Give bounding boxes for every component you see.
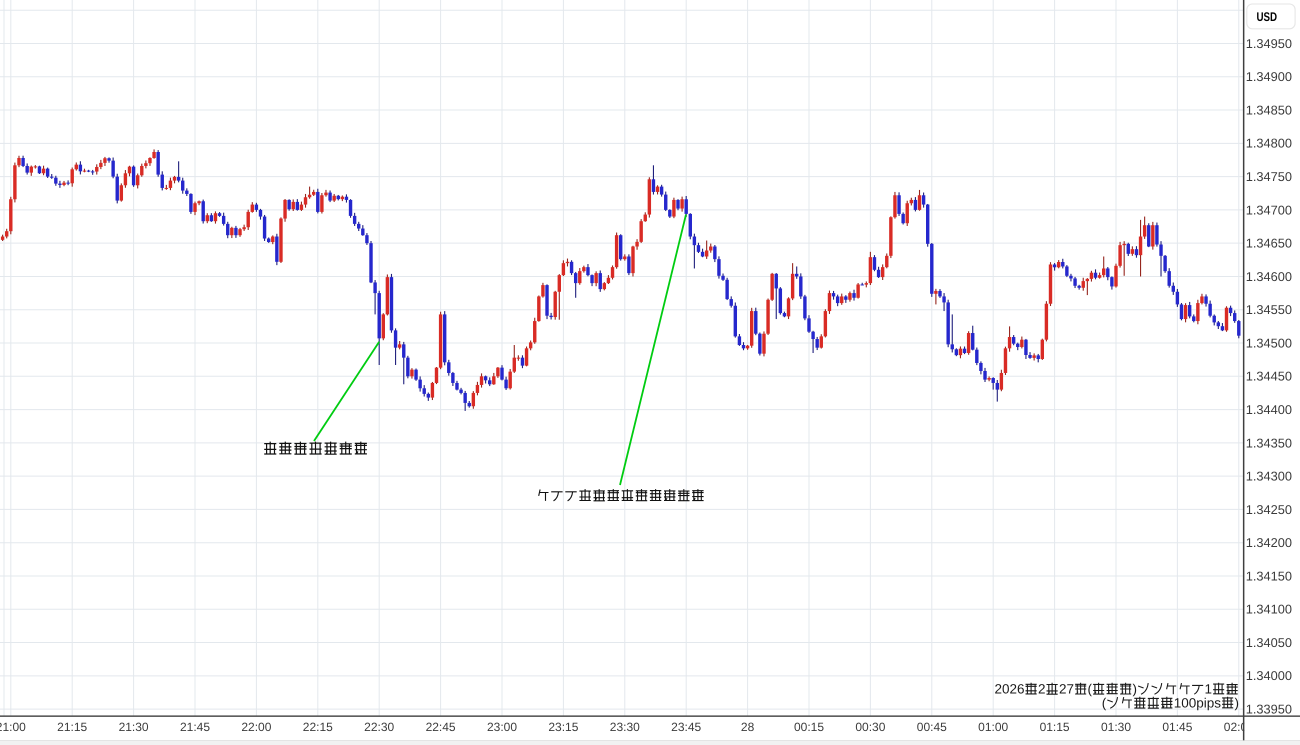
- svg-text:21:45: 21:45: [180, 720, 210, 734]
- svg-text:01:15: 01:15: [1040, 720, 1070, 734]
- svg-text:1.34400: 1.34400: [1246, 402, 1292, 417]
- svg-text:27: 27: [1059, 682, 1074, 697]
- svg-text:1.34250: 1.34250: [1246, 502, 1292, 517]
- svg-text:1.34000: 1.34000: [1246, 668, 1292, 683]
- svg-text:1.34100: 1.34100: [1246, 602, 1292, 617]
- svg-text:1.34600: 1.34600: [1246, 269, 1292, 284]
- svg-text:(: (: [1102, 696, 1107, 711]
- svg-text:1.34500: 1.34500: [1246, 335, 1292, 350]
- svg-text:23:30: 23:30: [610, 720, 640, 734]
- svg-text:00:30: 00:30: [855, 720, 885, 734]
- svg-text:1.34850: 1.34850: [1246, 103, 1292, 118]
- svg-text:23:45: 23:45: [671, 720, 701, 734]
- svg-text:00:45: 00:45: [917, 720, 947, 734]
- svg-text:22:15: 22:15: [303, 720, 333, 734]
- svg-text:2026: 2026: [995, 682, 1025, 697]
- svg-text:23:15: 23:15: [548, 720, 578, 734]
- svg-text:23:00: 23:00: [487, 720, 517, 734]
- svg-text:): ): [1235, 696, 1240, 711]
- svg-text:01:00: 01:00: [978, 720, 1008, 734]
- svg-text:1.34950: 1.34950: [1246, 36, 1292, 51]
- svg-text:1.34750: 1.34750: [1246, 169, 1292, 184]
- svg-text:1.34300: 1.34300: [1246, 469, 1292, 484]
- svg-text:1.34450: 1.34450: [1246, 369, 1292, 384]
- svg-text:(: (: [1088, 682, 1093, 697]
- svg-text:01:30: 01:30: [1101, 720, 1131, 734]
- svg-text:01:45: 01:45: [1162, 720, 1192, 734]
- svg-text:21:15: 21:15: [57, 720, 87, 734]
- svg-text:1.34800: 1.34800: [1246, 136, 1292, 151]
- svg-text:USD: USD: [1257, 10, 1278, 24]
- svg-text:1.34350: 1.34350: [1246, 435, 1292, 450]
- svg-text:21:30: 21:30: [119, 720, 149, 734]
- svg-text:1.34200: 1.34200: [1246, 535, 1292, 550]
- svg-text:28: 28: [741, 720, 755, 734]
- svg-text:22:00: 22:00: [241, 720, 271, 734]
- svg-text:21:00: 21:00: [0, 720, 26, 734]
- svg-text:1.33950: 1.33950: [1246, 702, 1292, 717]
- svg-text:22:30: 22:30: [364, 720, 394, 734]
- svg-text:00:15: 00:15: [794, 720, 824, 734]
- svg-text:1.34700: 1.34700: [1246, 202, 1292, 217]
- svg-text:2: 2: [1038, 682, 1046, 697]
- svg-text:1.34050: 1.34050: [1246, 635, 1292, 650]
- svg-text:1.34550: 1.34550: [1246, 302, 1292, 317]
- svg-text:1: 1: [1205, 682, 1213, 697]
- svg-text:): ): [1133, 682, 1138, 697]
- svg-text:22:45: 22:45: [426, 720, 456, 734]
- svg-text:1.34650: 1.34650: [1246, 236, 1292, 251]
- svg-text:1.34150: 1.34150: [1246, 568, 1292, 583]
- svg-text:100pips: 100pips: [1174, 696, 1222, 711]
- svg-text:1.34900: 1.34900: [1246, 69, 1292, 84]
